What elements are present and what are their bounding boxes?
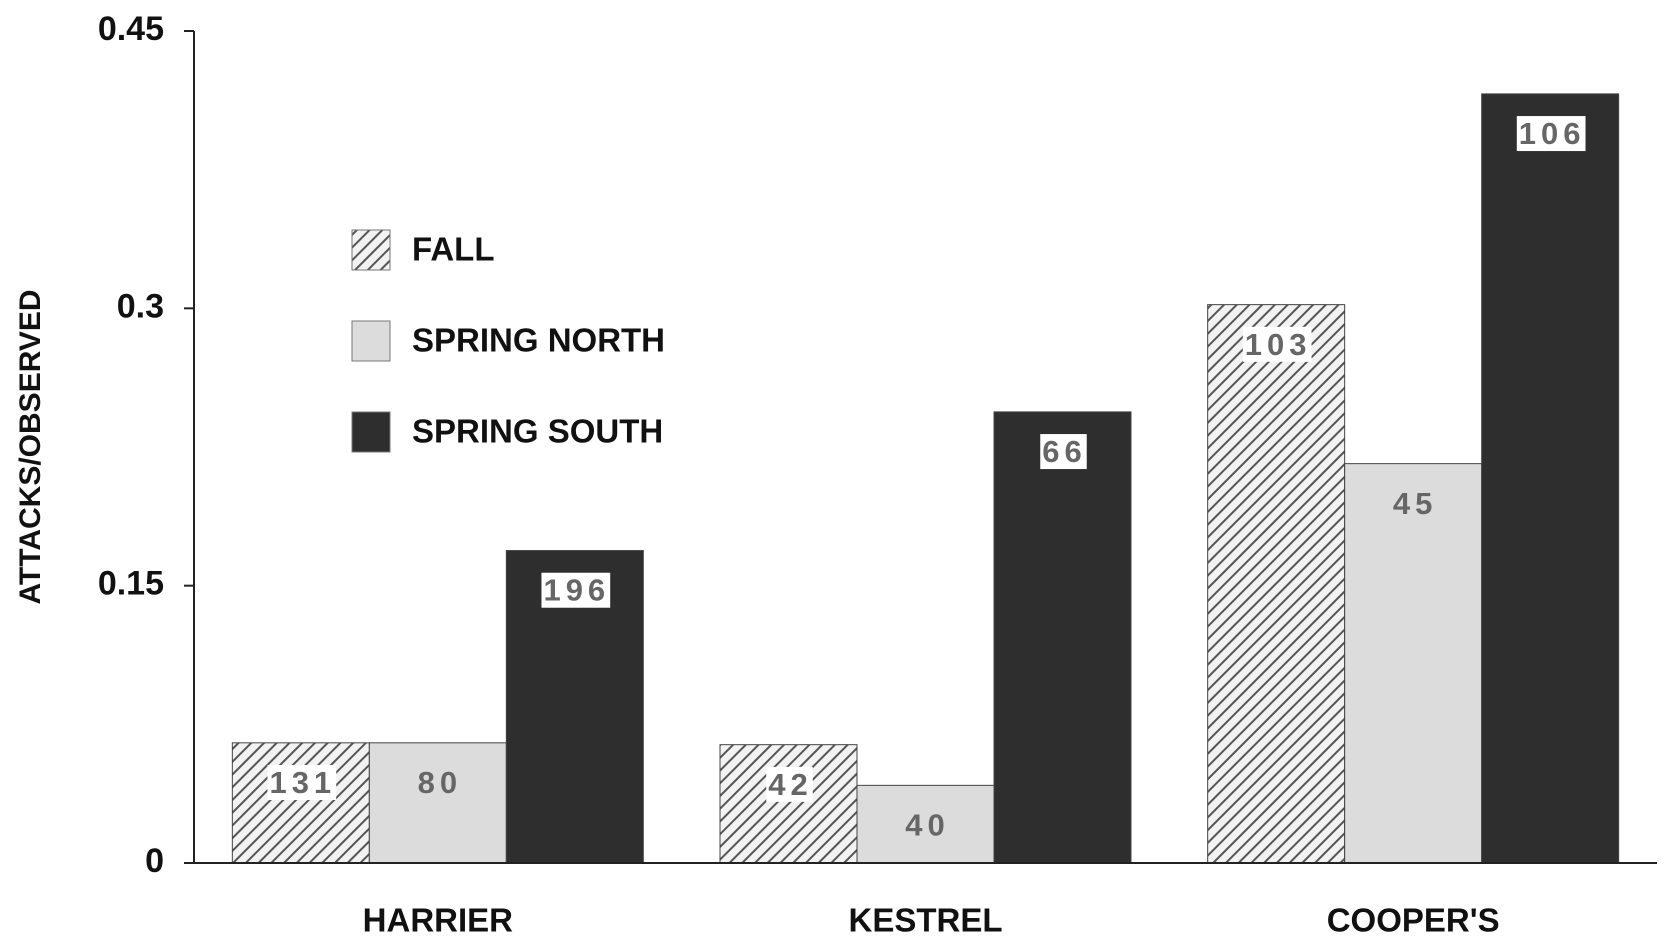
bar: [1481, 93, 1620, 864]
x-tick-label: COOPER'S: [1327, 902, 1500, 939]
bar-label: 80: [418, 765, 462, 800]
bar-label-box: [766, 766, 813, 802]
y-axis-title: ATTACKS/OBSERVED: [14, 289, 47, 604]
y-tick-label: 0: [145, 842, 164, 880]
bar: [1207, 304, 1346, 864]
bar-label: 42: [768, 767, 812, 802]
y-tick-label: 0.15: [98, 565, 164, 603]
bar-label: 131: [269, 765, 336, 800]
bar-label-box: [1516, 116, 1586, 152]
legend-swatch: [351, 320, 391, 362]
bar-label: 106: [1519, 116, 1586, 151]
bar-label: 45: [1393, 486, 1437, 521]
bar-label: 196: [543, 573, 610, 608]
legend-label: SPRING SOUTH: [412, 413, 663, 450]
x-tick-label: KESTREL: [848, 902, 1002, 939]
bar: [1344, 463, 1483, 864]
x-tick-label: HARRIER: [363, 902, 514, 939]
bar-label: 103: [1245, 327, 1312, 362]
bar-label-box: [541, 572, 611, 608]
y-tick-label: 0.45: [98, 10, 164, 48]
bar: [993, 411, 1132, 864]
bar-label-box: [1242, 326, 1312, 362]
bar-label: 66: [1042, 434, 1086, 469]
bar: [368, 742, 507, 864]
bar-label-box: [267, 765, 337, 801]
bar-label-box: [1040, 434, 1087, 470]
bar: [231, 742, 370, 864]
bar: [719, 744, 858, 864]
y-tick-label: 0.3: [117, 287, 164, 325]
legend-swatch: [351, 229, 391, 271]
bar-label: 40: [905, 808, 949, 843]
legend-label: FALL: [412, 231, 494, 268]
legend-label: SPRING NORTH: [412, 322, 665, 359]
legend-swatch: [351, 411, 391, 453]
